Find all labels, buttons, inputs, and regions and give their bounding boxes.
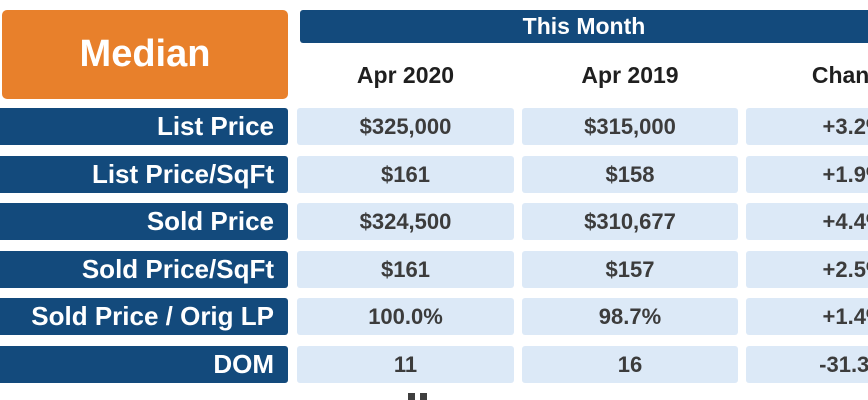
data-cell: $325,000	[297, 108, 514, 145]
row-label-list-price-sqft: List Price/SqFt	[0, 156, 288, 193]
data-cell: $324,500	[297, 203, 514, 240]
data-cell: -31.3%	[746, 346, 868, 383]
table-row: List Price $325,000 $315,000 +3.2%	[0, 108, 868, 145]
data-cell: +1.9%	[746, 156, 868, 193]
column-header-change: Change	[811, 62, 868, 88]
table-row: List Price/SqFt $161 $158 +1.9%	[0, 156, 868, 193]
column-header-apr-2019: Apr 2019	[581, 62, 679, 88]
data-cell: $310,677	[522, 203, 738, 240]
cutoff-text-fragment	[420, 393, 427, 400]
table-row: DOM 11 16 -31.3%	[0, 346, 868, 383]
data-cell: 11	[297, 346, 514, 383]
data-cell: 16	[522, 346, 738, 383]
row-label-list-price: List Price	[0, 108, 288, 145]
data-cell: +2.5%	[746, 251, 868, 288]
column-header-apr-2020: Apr 2020	[356, 62, 455, 88]
data-cell: $315,000	[522, 108, 738, 145]
row-label-sold-price-sqft: Sold Price/SqFt	[0, 251, 288, 288]
row-label-sold-price-orig-lp: Sold Price / Orig LP	[0, 298, 288, 335]
row-label-sold-price: Sold Price	[0, 203, 288, 240]
group-header-label: This Month	[522, 13, 646, 39]
data-cell: $157	[522, 251, 738, 288]
data-cell: +3.2%	[746, 108, 868, 145]
group-header-this-month: This Month	[300, 10, 868, 43]
data-cell: 98.7%	[522, 298, 738, 335]
table-row: Sold Price/SqFt $161 $157 +2.5%	[0, 251, 868, 288]
data-cell: 100.0%	[297, 298, 514, 335]
corner-header-label: Median	[79, 33, 211, 75]
data-cell: $161	[297, 156, 514, 193]
data-cell: $158	[522, 156, 738, 193]
corner-header-median: Median	[2, 10, 288, 99]
row-label-dom: DOM	[0, 346, 288, 383]
data-cell: $161	[297, 251, 514, 288]
cutoff-text-fragment	[408, 393, 415, 400]
table-row: Sold Price $324,500 $310,677 +4.4%	[0, 203, 868, 240]
data-cell: +4.4%	[746, 203, 868, 240]
data-cell: +1.4%	[746, 298, 868, 335]
table-row: Sold Price / Orig LP 100.0% 98.7% +1.4%	[0, 298, 868, 335]
